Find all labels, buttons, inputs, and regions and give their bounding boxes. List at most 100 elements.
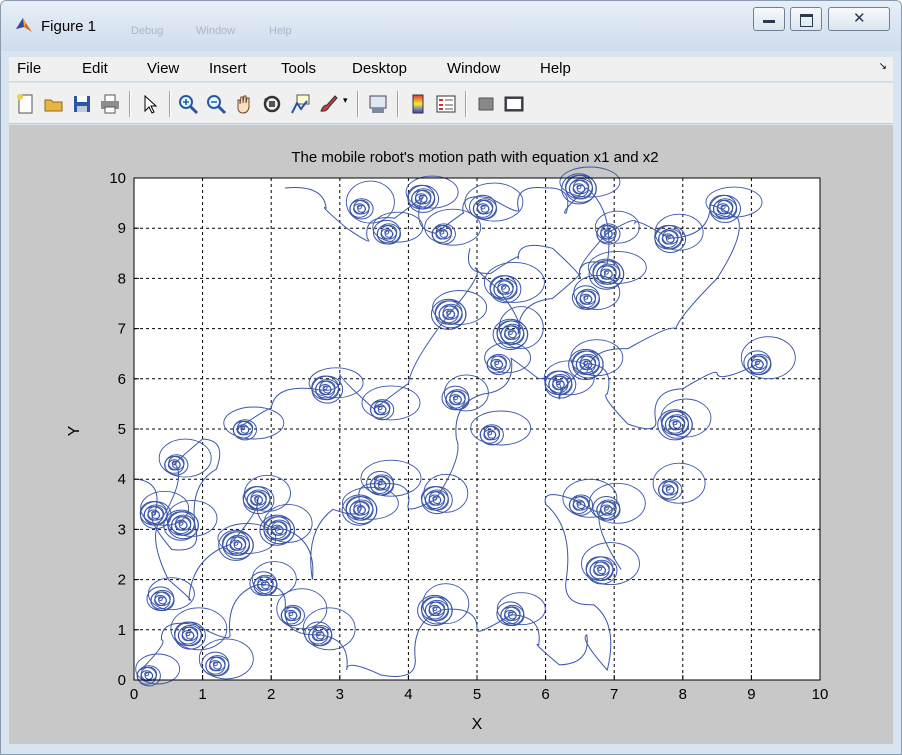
menu-edit[interactable]: Edit — [82, 60, 108, 77]
menu-window[interactable]: Window — [447, 60, 501, 77]
print-icon[interactable] — [99, 93, 121, 115]
edit-plot-icon[interactable] — [139, 93, 161, 115]
path-loop — [356, 506, 362, 511]
show-plot-tools-icon[interactable] — [503, 93, 525, 115]
path-loop — [288, 611, 294, 617]
title-bar[interactable]: Figure 1 Debug Window Help ✕ — [1, 1, 901, 51]
path-loop-cluster — [360, 459, 422, 497]
save-icon[interactable] — [71, 93, 93, 115]
menu-help[interactable]: Help — [540, 60, 571, 77]
path-loop-cluster — [139, 490, 190, 530]
faded-menu-debug: Debug — [131, 25, 164, 37]
path-loop-cluster — [163, 499, 218, 541]
menu-file[interactable]: File — [17, 60, 42, 77]
path-outer-loop — [594, 210, 640, 244]
path-loop — [583, 360, 589, 365]
menu-desktop[interactable]: Desktop — [352, 60, 408, 77]
path-outer-loop — [308, 367, 364, 399]
y-tick-label: 8 — [118, 270, 126, 287]
path-loop — [432, 496, 438, 501]
y-tick-label: 3 — [118, 521, 126, 538]
new-figure-icon[interactable] — [15, 93, 37, 115]
path-loop — [507, 611, 513, 617]
path-loop — [603, 270, 609, 275]
menu-tools[interactable]: Tools — [281, 60, 317, 77]
path-outer-loop — [345, 180, 395, 224]
menu-view[interactable]: View — [147, 60, 180, 77]
path-loop-cluster — [361, 385, 421, 421]
y-axis-label: Y — [66, 425, 83, 436]
path-outer-loop — [244, 474, 291, 512]
path-loop-cluster — [345, 180, 395, 224]
path-outer-loop — [570, 339, 624, 377]
path-outer-loop — [660, 398, 712, 438]
path-loop — [489, 275, 522, 304]
minimize-button[interactable] — [753, 7, 785, 31]
path-loop — [304, 621, 333, 647]
path-loop — [441, 385, 470, 411]
path-loop-cluster — [242, 474, 291, 515]
path-loop — [480, 204, 486, 210]
path-loop — [185, 631, 191, 637]
path-loop — [743, 350, 772, 375]
path-outer-loop — [740, 336, 796, 380]
path-loop-cluster — [223, 406, 285, 441]
figure-toolbar: ▾ — [9, 83, 893, 124]
zoom-in-icon[interactable] — [177, 93, 199, 115]
zoom-out-icon[interactable] — [205, 93, 227, 115]
path-outer-loop — [484, 342, 532, 374]
path-loop — [561, 173, 597, 205]
grid-lines — [134, 178, 820, 680]
brush-icon[interactable] — [317, 93, 339, 115]
link-plot-icon[interactable] — [367, 93, 389, 115]
rotate-3d-icon[interactable] — [261, 93, 283, 115]
x-tick-label: 2 — [267, 686, 275, 703]
path-loop-cluster — [441, 374, 489, 412]
path-outer-loop — [263, 503, 313, 543]
close-button[interactable]: ✕ — [828, 7, 890, 31]
path-loop-cluster — [654, 213, 704, 253]
path-loop-cluster — [217, 523, 277, 561]
colorbar-icon[interactable] — [407, 93, 429, 115]
legend-icon[interactable] — [435, 93, 457, 115]
path-outer-loop — [562, 478, 618, 518]
path-loop — [240, 425, 246, 431]
path-loop — [274, 526, 280, 531]
open-file-icon[interactable] — [43, 93, 65, 115]
brush-dropdown-icon[interactable]: ▾ — [343, 95, 348, 105]
pan-icon[interactable] — [233, 93, 255, 115]
path-loop — [136, 665, 161, 687]
data-cursor-icon[interactable] — [289, 93, 311, 115]
x-tick-label: 1 — [198, 686, 206, 703]
path-loop-cluster — [740, 336, 796, 380]
path-loop-cluster — [464, 182, 524, 222]
x-tick-label: 4 — [404, 686, 412, 703]
hide-plot-tools-icon[interactable] — [475, 93, 497, 115]
x-axis-label: X — [472, 716, 483, 733]
path-outer-loop — [464, 182, 524, 222]
path-loop — [377, 405, 383, 411]
menu-bar: File Edit View Insert Tools Desktop Wind… — [9, 57, 893, 82]
path-loop — [341, 494, 378, 526]
path-loop-cluster — [594, 210, 640, 245]
menu-insert[interactable]: Insert — [209, 60, 247, 77]
path-loop-cluster — [158, 438, 212, 478]
menu-overflow-arrow-icon[interactable]: ↘ — [878, 61, 887, 72]
path-loop-cluster — [198, 638, 254, 680]
path-outer-loop — [581, 542, 640, 586]
path-series-line — [236, 204, 740, 430]
path-loop — [315, 631, 321, 637]
path-loop-cluster — [308, 367, 364, 404]
path-loop — [487, 430, 493, 436]
path-loop-cluster — [249, 561, 297, 597]
path-loop — [452, 395, 458, 401]
axis-ticks: 0 1 2 3 4 5 6 7 8 9 10 0 1 2 3 4 5 6 7 8 9 10 — [109, 170, 828, 703]
motion-path-plot[interactable]: The mobile robot's motion path with equa… — [9, 125, 893, 744]
path-loop — [242, 486, 275, 515]
matlab-logo-icon — [16, 18, 32, 32]
path-outer-loop — [135, 653, 181, 685]
path-loop — [144, 671, 150, 677]
maximize-button[interactable] — [790, 7, 822, 31]
path-outer-loop — [654, 213, 704, 251]
toolbar-separator — [169, 91, 171, 117]
